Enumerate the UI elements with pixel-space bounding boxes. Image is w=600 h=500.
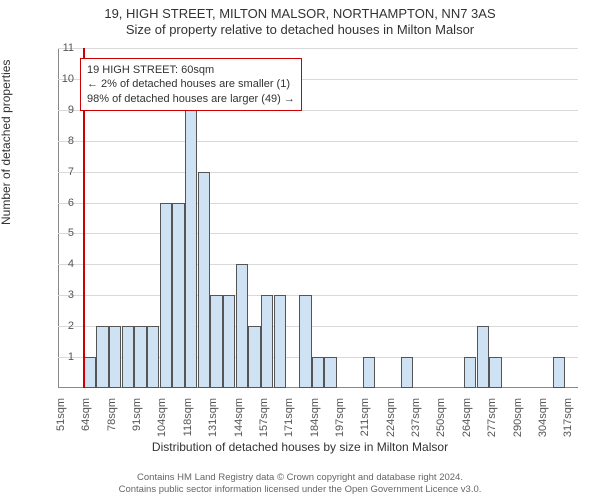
histogram-bar (160, 203, 172, 388)
x-tick-label: 250sqm (435, 398, 447, 458)
x-tick-label: 264sqm (461, 398, 473, 458)
chart-title-line2: Size of property relative to detached ho… (0, 22, 600, 38)
x-tick-label: 224sqm (385, 398, 397, 458)
x-tick-label: 171sqm (283, 398, 295, 458)
histogram-bar (248, 326, 260, 388)
y-tick-label: 2 (46, 320, 74, 332)
callout-line-1: 19 HIGH STREET: 60sqm (87, 63, 295, 77)
x-tick-label: 118sqm (182, 398, 194, 458)
histogram-bar (489, 357, 501, 388)
histogram-bar (312, 357, 324, 388)
histogram-bar (185, 110, 197, 388)
chart-title-line1: 19, HIGH STREET, MILTON MALSOR, NORTHAMP… (0, 6, 600, 22)
histogram-bar (223, 295, 235, 388)
y-tick-label: 5 (46, 227, 74, 239)
callout-line-3: 98% of detached houses are larger (49) → (87, 92, 295, 106)
histogram-bar (134, 326, 146, 388)
y-tick-label: 9 (46, 104, 74, 116)
x-tick-label: 131sqm (207, 398, 219, 458)
footer-line-2: Contains public sector information licen… (0, 484, 600, 496)
x-tick-label: 91sqm (131, 398, 143, 458)
x-tick-label: 51sqm (55, 398, 67, 458)
y-tick-label: 3 (46, 289, 74, 301)
y-tick-label: 6 (46, 197, 74, 209)
gridline-h (58, 295, 578, 296)
histogram-bar (261, 295, 273, 388)
gridline-h (58, 233, 578, 234)
gridline-h (58, 264, 578, 265)
chart-title-block: 19, HIGH STREET, MILTON MALSOR, NORTHAMP… (0, 6, 600, 39)
histogram-bar (274, 295, 286, 388)
x-tick-label: 290sqm (512, 398, 524, 458)
y-tick-label: 7 (46, 166, 74, 178)
x-tick-label: 64sqm (80, 398, 92, 458)
footer-line-1: Contains HM Land Registry data © Crown c… (0, 472, 600, 484)
footer-attribution: Contains HM Land Registry data © Crown c… (0, 472, 600, 496)
histogram-bar (401, 357, 413, 388)
histogram-bar (553, 357, 565, 388)
reference-callout: 19 HIGH STREET: 60sqm ← 2% of detached h… (80, 58, 302, 111)
histogram-bar (122, 326, 134, 388)
histogram-bar (477, 326, 489, 388)
histogram-bar (324, 357, 336, 388)
histogram-bar (109, 326, 121, 388)
x-tick-label: 144sqm (233, 398, 245, 458)
x-tick-label: 78sqm (106, 398, 118, 458)
x-tick-label: 211sqm (359, 398, 371, 458)
y-tick-label: 4 (46, 258, 74, 270)
histogram-bar (299, 295, 311, 388)
x-tick-label: 277sqm (486, 398, 498, 458)
y-tick-label: 1 (46, 351, 74, 363)
y-axis-title: Number of detached properties (0, 60, 13, 225)
x-tick-label: 237sqm (410, 398, 422, 458)
x-tick-label: 157sqm (258, 398, 270, 458)
histogram-bar (236, 264, 248, 388)
x-tick-label: 197sqm (334, 398, 346, 458)
y-tick-label: 10 (46, 73, 74, 85)
histogram-bar (172, 203, 184, 388)
gridline-h (58, 172, 578, 173)
y-tick-label: 8 (46, 135, 74, 147)
gridline-h (58, 141, 578, 142)
histogram-bar (198, 172, 210, 388)
histogram-bar (96, 326, 108, 388)
x-tick-label: 104sqm (156, 398, 168, 458)
histogram-bar (147, 326, 159, 388)
y-tick-label: 11 (46, 42, 74, 54)
y-axis-line (58, 48, 59, 388)
histogram-bar (210, 295, 222, 388)
histogram-bar (363, 357, 375, 388)
gridline-h (58, 48, 578, 49)
callout-line-2: ← 2% of detached houses are smaller (1) (87, 77, 295, 91)
histogram-bar (464, 357, 476, 388)
gridline-h (58, 203, 578, 204)
x-tick-label: 317sqm (562, 398, 574, 458)
x-tick-label: 184sqm (309, 398, 321, 458)
x-tick-label: 304sqm (537, 398, 549, 458)
